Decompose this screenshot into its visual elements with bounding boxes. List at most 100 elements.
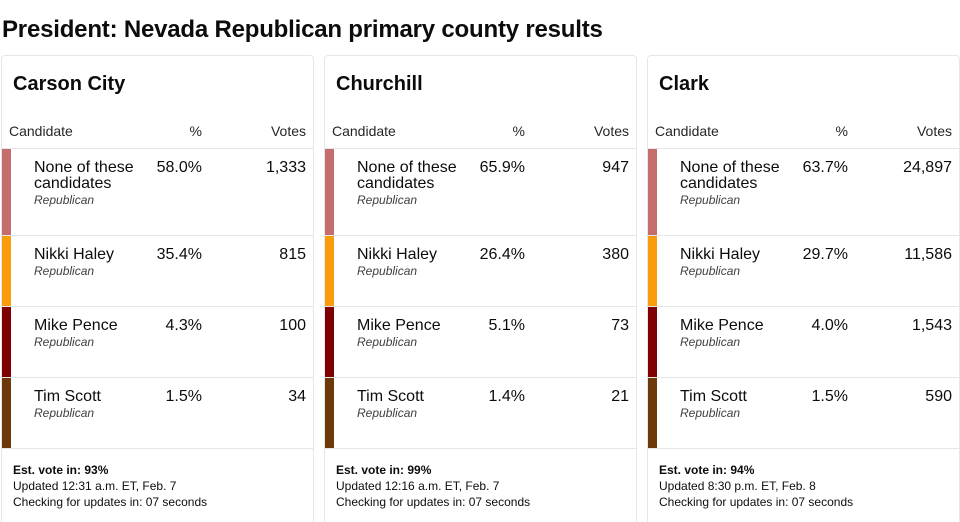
candidate-cell: Nikki Haley Republican [680,247,780,279]
update-countdown: Checking for updates in: 07 seconds [336,495,531,509]
candidate-name: Mike Pence [34,317,118,334]
candidate-color-swatch [648,236,657,306]
candidate-name: Tim Scott [680,388,747,405]
updated-timestamp: Updated 8:30 p.m. ET, Feb. 8 [659,479,816,493]
candidate-name: None of these candidates [34,159,134,192]
vote-percent: 1.4% [488,388,525,405]
candidate-color-swatch [2,149,11,235]
candidate-party: Republican [34,264,95,278]
candidate-cell: Mike Pence Republican [680,318,780,350]
candidate-party: Republican [357,193,418,207]
candidate-cell: Tim Scott Republican [34,389,134,421]
county-card-clark: Clark Candidate % Votes None of these ca… [647,55,960,522]
table-row: Nikki Haley Republican 26.4% 380 [325,236,636,307]
vote-count: 1,333 [265,159,306,176]
header-candidate: Candidate [655,123,719,139]
candidate-cell: Tim Scott Republican [680,389,780,421]
county-card-churchill: Churchill Candidate % Votes None of thes… [324,55,637,522]
table-row: Mike Pence Republican 5.1% 73 [325,307,636,378]
header-percent: % [189,123,202,139]
candidate-party: Republican [680,335,741,349]
vote-percent: 58.0% [156,159,202,176]
table-row: Nikki Haley Republican 35.4% 815 [2,236,313,307]
vote-count: 1,543 [911,317,952,334]
candidate-name: Mike Pence [357,317,441,334]
candidate-name: Tim Scott [34,388,101,405]
candidate-party: Republican [357,406,418,420]
vote-count: 815 [279,246,306,263]
vote-count: 34 [288,388,306,405]
vote-count: 947 [602,159,629,176]
candidate-cell: None of these candidates Republican [680,160,780,208]
candidate-party: Republican [34,193,95,207]
county-name: Churchill [336,73,423,95]
vote-count: 73 [611,317,629,334]
vote-count: 24,897 [903,159,952,176]
table-header: Candidate % Votes [2,121,313,149]
candidate-name: Tim Scott [357,388,424,405]
table-row: Mike Pence Republican 4.0% 1,543 [648,307,959,378]
candidate-cell: Nikki Haley Republican [34,247,134,279]
candidate-name: Nikki Haley [34,246,115,263]
candidate-color-swatch [648,378,657,448]
vote-percent: 29.7% [802,246,848,263]
vote-percent: 1.5% [165,388,202,405]
county-name: Clark [659,73,710,95]
updated-timestamp: Updated 12:16 a.m. ET, Feb. 7 [336,479,500,493]
vote-percent: 26.4% [479,246,525,263]
table-row: Nikki Haley Republican 29.7% 11,586 [648,236,959,307]
candidate-party: Republican [34,406,95,420]
table-row: Tim Scott Republican 1.4% 21 [325,378,636,449]
vote-count: 100 [279,317,306,334]
candidate-party: Republican [680,264,741,278]
candidate-party: Republican [357,335,418,349]
results-table: None of these candidates Republican 63.7… [648,149,959,449]
candidate-cell: Mike Pence Republican [357,318,457,350]
card-footer: Est. vote in: 94% Updated 8:30 p.m. ET, … [659,462,853,510]
candidate-party: Republican [357,264,418,278]
vote-count: 21 [611,388,629,405]
table-header: Candidate % Votes [325,121,636,149]
candidate-name: None of these candidates [357,159,457,192]
candidate-party: Republican [680,406,741,420]
table-row: None of these candidates Republican 58.0… [2,149,313,236]
header-votes: Votes [916,123,952,139]
candidate-color-swatch [2,236,11,306]
candidate-name: Nikki Haley [357,246,438,263]
card-footer: Est. vote in: 99% Updated 12:16 a.m. ET,… [336,462,530,510]
updated-timestamp: Updated 12:31 a.m. ET, Feb. 7 [13,479,177,493]
candidate-cell: Tim Scott Republican [357,389,457,421]
header-votes: Votes [270,123,306,139]
header-percent: % [835,123,848,139]
candidate-cell: None of these candidates Republican [357,160,457,208]
update-countdown: Checking for updates in: 07 seconds [659,495,854,509]
vote-percent: 65.9% [479,159,525,176]
table-row: Tim Scott Republican 1.5% 34 [2,378,313,449]
results-table: None of these candidates Republican 65.9… [325,149,636,449]
page-title: President: Nevada Republican primary cou… [2,16,603,43]
table-row: Tim Scott Republican 1.5% 590 [648,378,959,449]
header-percent: % [512,123,525,139]
vote-percent: 35.4% [156,246,202,263]
candidate-party: Republican [34,335,95,349]
candidate-color-swatch [325,149,334,235]
candidate-color-swatch [325,236,334,306]
header-votes: Votes [593,123,629,139]
candidate-cell: Nikki Haley Republican [357,247,457,279]
est-vote-in: Est. vote in: 99% [336,463,432,477]
candidate-name: Mike Pence [680,317,764,334]
header-candidate: Candidate [332,123,396,139]
candidate-color-swatch [2,378,11,448]
vote-percent: 63.7% [802,159,848,176]
candidate-color-swatch [648,307,657,377]
candidate-color-swatch [325,307,334,377]
header-candidate: Candidate [9,123,73,139]
card-footer: Est. vote in: 93% Updated 12:31 a.m. ET,… [13,462,207,510]
county-name: Carson City [13,73,126,95]
est-vote-in: Est. vote in: 93% [13,463,109,477]
candidate-color-swatch [648,149,657,235]
vote-count: 590 [925,388,952,405]
vote-percent: 1.5% [811,388,848,405]
vote-percent: 5.1% [488,317,525,334]
results-table: None of these candidates Republican 58.0… [2,149,313,449]
